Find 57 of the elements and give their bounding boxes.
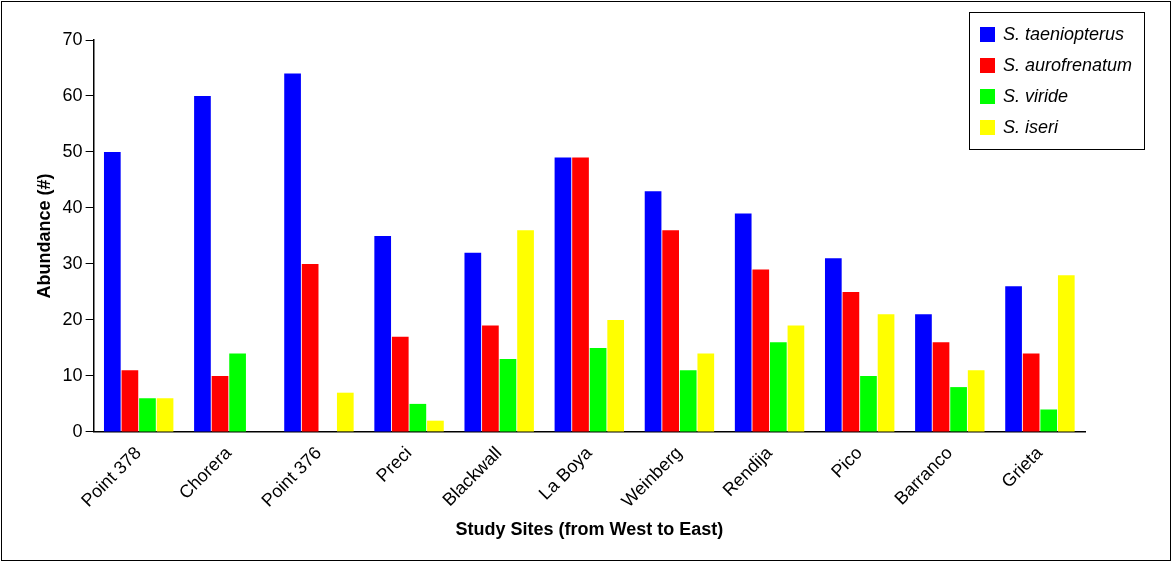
bar [139, 398, 156, 432]
y-tick-label: 40 [62, 196, 83, 217]
y-tick-label: 50 [62, 140, 83, 161]
bar [572, 157, 589, 432]
bar [229, 353, 246, 432]
bar [374, 235, 392, 432]
y-tick-label: 70 [62, 28, 83, 49]
bar [915, 314, 932, 432]
y-tick-label: 20 [62, 308, 83, 329]
bar [860, 375, 877, 432]
bar [499, 359, 517, 432]
bar [1005, 286, 1022, 432]
bar [787, 325, 805, 432]
x-axis-title: Study Sites (from West to East) [455, 519, 724, 540]
y-tick-label: 30 [62, 252, 83, 273]
bar [1040, 409, 1058, 432]
legend-label: S. aurofrenatum [1002, 55, 1132, 76]
bar [932, 342, 950, 432]
y-tick-label: 0 [72, 420, 83, 441]
y-tick-label: 10 [62, 364, 83, 385]
y-tick-label: 60 [62, 84, 83, 105]
bar [877, 314, 895, 432]
legend-label: S. viride [1002, 86, 1068, 107]
y-axis-title: Abundance (#) [33, 173, 54, 299]
bar [950, 387, 967, 432]
bar [752, 269, 770, 432]
bar [482, 325, 499, 432]
bar [554, 157, 572, 432]
bar [679, 370, 697, 432]
bar [967, 370, 985, 432]
legend-label: S. iseri [1002, 117, 1058, 138]
bar [607, 319, 625, 432]
legend-label: S. taeniopterus [1002, 24, 1124, 45]
bar [409, 403, 427, 432]
bar [211, 375, 229, 432]
bar [734, 213, 752, 432]
bar [121, 370, 139, 432]
bar [697, 353, 715, 432]
bar [103, 151, 121, 432]
bar [824, 258, 842, 432]
bar [517, 230, 534, 432]
bar [1057, 275, 1075, 432]
bar [842, 291, 860, 432]
bar [194, 95, 211, 432]
bar [1022, 353, 1040, 432]
bar [391, 336, 409, 432]
bar [301, 263, 319, 432]
bar [662, 230, 679, 432]
bar [589, 347, 607, 432]
bar [770, 342, 787, 432]
bar [427, 420, 444, 432]
bar [464, 252, 482, 432]
x-tick-label: Pico [827, 442, 867, 482]
bar [336, 392, 354, 432]
bar [644, 191, 662, 432]
bar [156, 398, 174, 432]
bar [284, 73, 301, 432]
